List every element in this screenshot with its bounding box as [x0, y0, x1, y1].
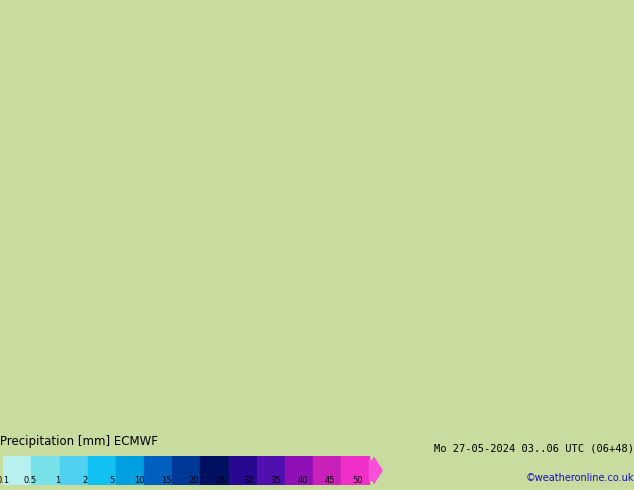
Bar — [229, 456, 257, 485]
Bar — [172, 456, 200, 485]
Bar — [200, 456, 229, 485]
Bar — [341, 456, 370, 485]
Text: 35: 35 — [270, 476, 281, 485]
Text: 0.5: 0.5 — [24, 476, 37, 485]
Bar — [285, 456, 313, 485]
FancyArrow shape — [370, 457, 382, 484]
Bar — [144, 456, 172, 485]
Bar — [257, 456, 285, 485]
Text: Mo 27-05-2024 03..06 UTC (06+48): Mo 27-05-2024 03..06 UTC (06+48) — [434, 443, 634, 453]
Text: 1: 1 — [55, 476, 60, 485]
Text: 15: 15 — [161, 476, 172, 485]
Text: Precipitation [mm] ECMWF: Precipitation [mm] ECMWF — [0, 435, 158, 447]
Text: 20: 20 — [188, 476, 199, 485]
Text: 5: 5 — [110, 476, 115, 485]
Bar — [3, 456, 31, 485]
Bar — [313, 456, 341, 485]
Bar — [60, 456, 87, 485]
Bar — [87, 456, 116, 485]
Text: 25: 25 — [216, 476, 226, 485]
Text: 50: 50 — [352, 476, 363, 485]
Text: 2: 2 — [82, 476, 87, 485]
Bar — [31, 456, 60, 485]
Bar — [116, 456, 144, 485]
Text: 45: 45 — [325, 476, 335, 485]
Text: 30: 30 — [243, 476, 254, 485]
Text: 10: 10 — [134, 476, 145, 485]
Text: 40: 40 — [297, 476, 308, 485]
Text: 0.1: 0.1 — [0, 476, 10, 485]
Text: ©weatheronline.co.uk: ©weatheronline.co.uk — [526, 473, 634, 483]
